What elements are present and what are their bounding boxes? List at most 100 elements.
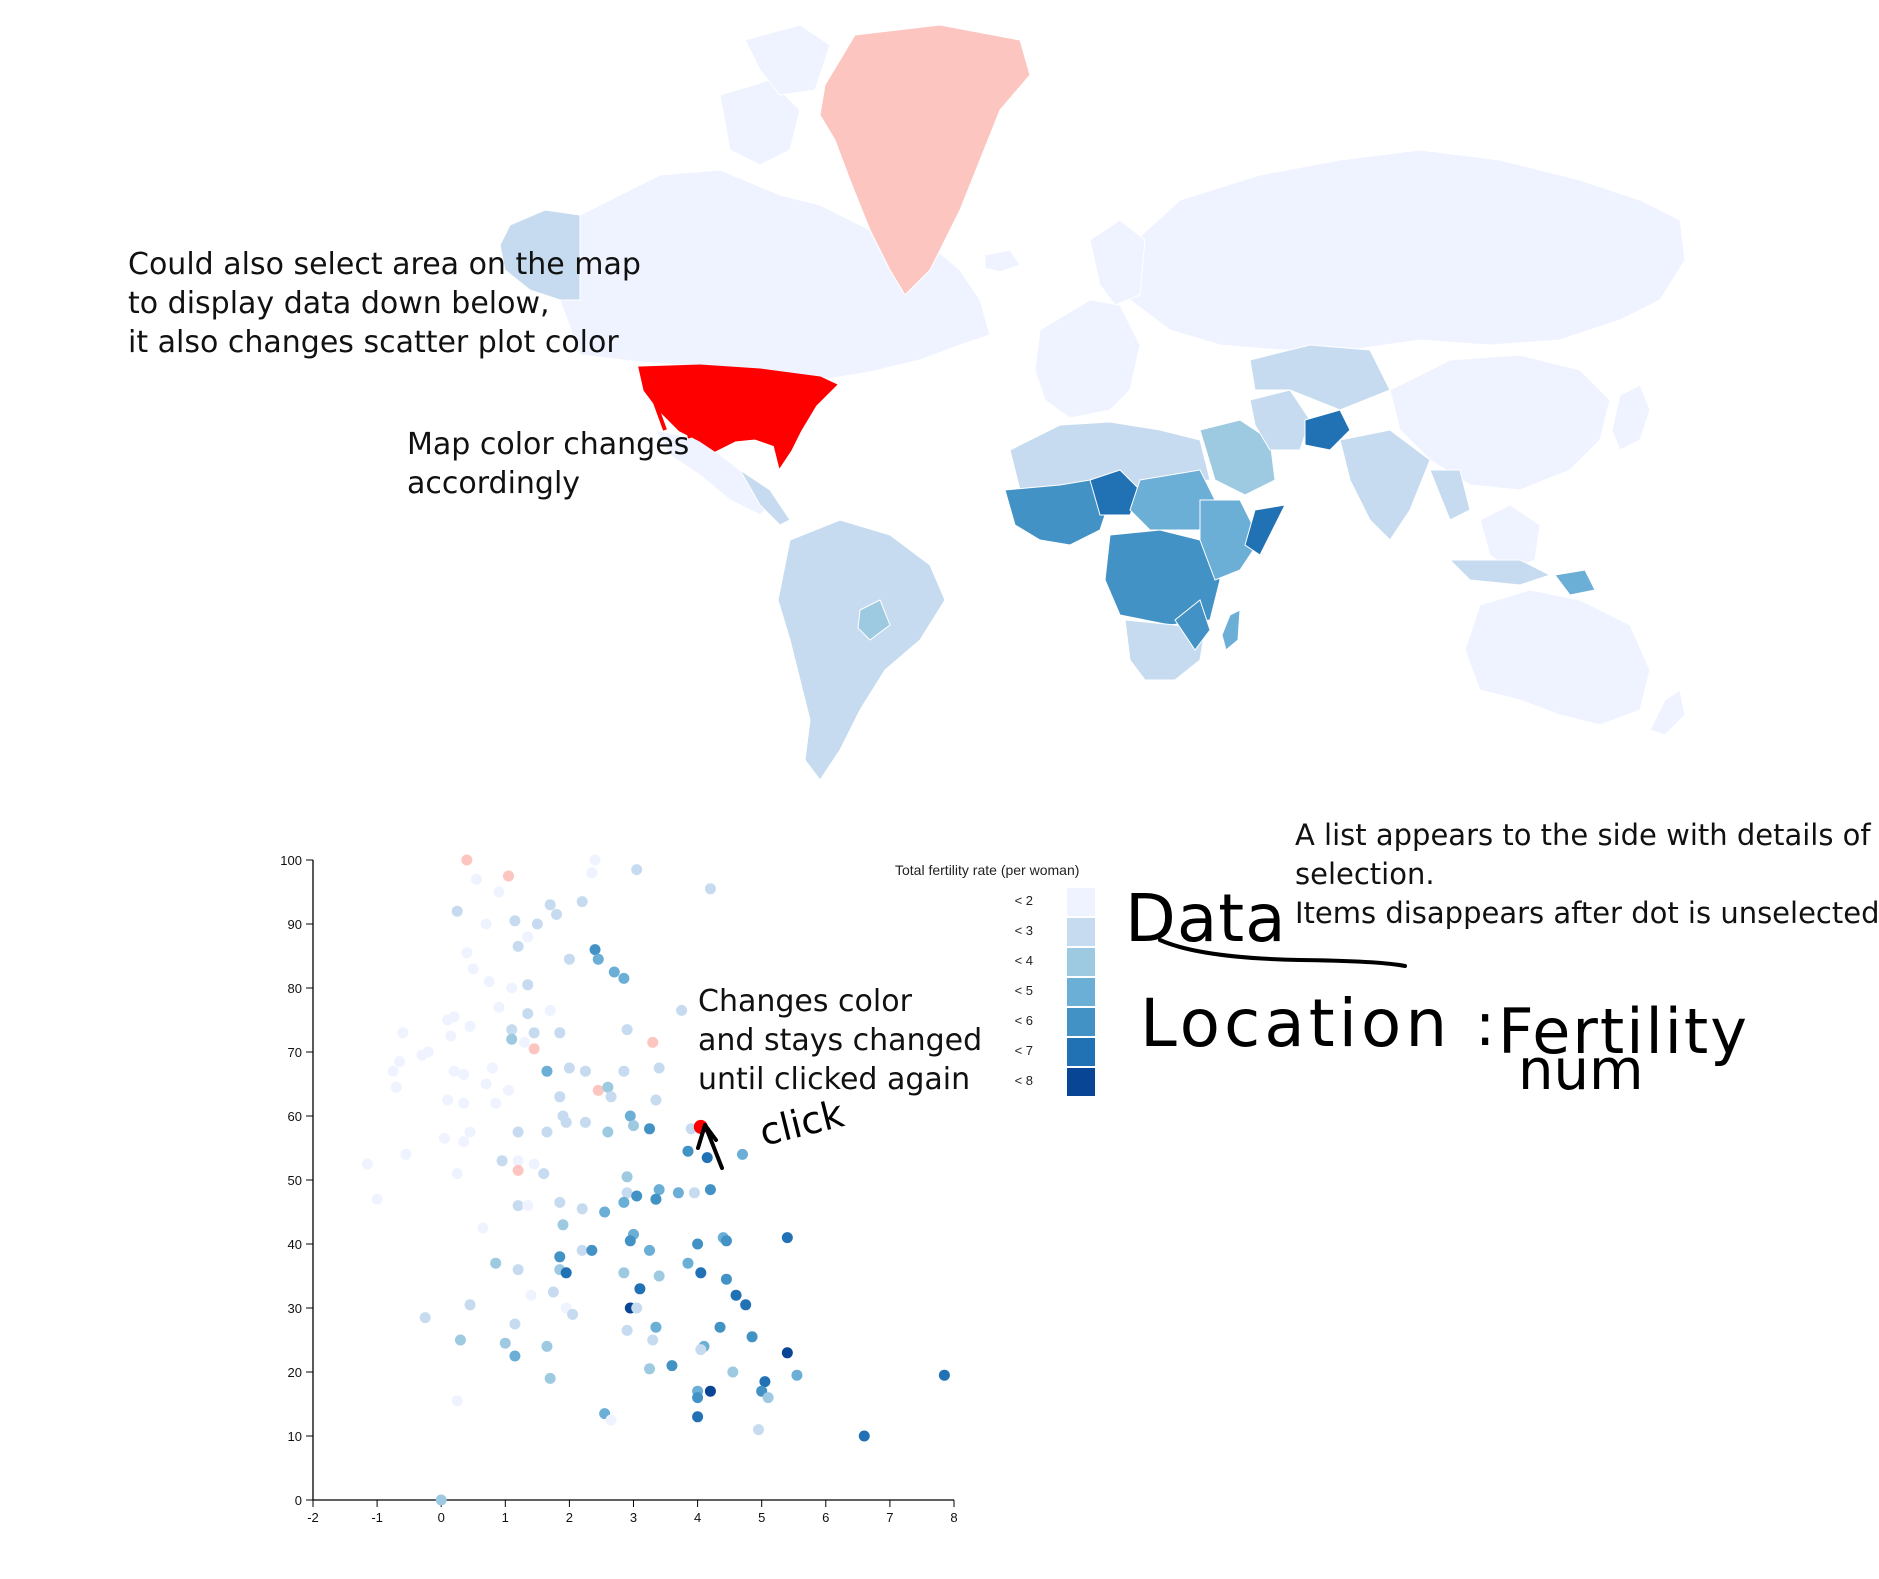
scatter-point[interactable] — [445, 1030, 457, 1042]
scatter-point[interactable] — [519, 1036, 531, 1048]
world-choropleth-map[interactable] — [0, 0, 1879, 790]
scatter-point[interactable] — [554, 1264, 566, 1276]
scatter-point[interactable] — [493, 886, 505, 898]
scatter-point[interactable] — [522, 979, 534, 991]
selected-country-usa[interactable] — [638, 364, 838, 469]
scatter-point[interactable] — [458, 1097, 470, 1109]
scatter-point[interactable] — [464, 1126, 476, 1138]
scatter-point[interactable] — [714, 1321, 726, 1333]
scatter-point[interactable] — [631, 1190, 643, 1202]
scatter-point[interactable] — [448, 1011, 460, 1023]
scatter-point[interactable] — [528, 1043, 540, 1055]
scatter-point[interactable] — [554, 1196, 566, 1208]
scatter-point[interactable] — [720, 1273, 732, 1285]
country-japan[interactable] — [1611, 384, 1651, 451]
scatter-point[interactable] — [560, 1267, 572, 1279]
scatter-point[interactable] — [512, 1200, 524, 1212]
scatter-point[interactable] — [506, 1033, 518, 1045]
country-east-africa[interactable] — [1199, 499, 1261, 581]
scatter-point[interactable] — [493, 1001, 505, 1013]
scatter-point[interactable] — [695, 1344, 707, 1356]
scatter-point[interactable] — [528, 1027, 540, 1039]
scatter-point[interactable] — [361, 1158, 373, 1170]
scatter-point[interactable] — [522, 1008, 534, 1020]
scatter-point[interactable] — [538, 1168, 550, 1180]
scatter-point[interactable] — [605, 1091, 617, 1103]
scatter-point[interactable] — [483, 976, 495, 988]
scatter-point[interactable] — [560, 1302, 572, 1314]
scatter-point[interactable] — [631, 1302, 643, 1314]
scatter-point[interactable] — [567, 1308, 579, 1320]
scatter-point[interactable] — [422, 1046, 434, 1058]
scatter-point[interactable] — [692, 1238, 704, 1250]
scatter-point[interactable] — [499, 1337, 511, 1349]
scatter-point[interactable] — [544, 899, 556, 911]
country-madagascar[interactable] — [1221, 609, 1241, 651]
country-somalia[interactable] — [1244, 504, 1286, 556]
country-west-africa[interactable] — [1004, 479, 1111, 546]
scatter-point[interactable] — [387, 1065, 399, 1077]
scatter-point[interactable] — [599, 1408, 611, 1420]
scatter-point[interactable] — [451, 905, 463, 917]
scatter-point[interactable] — [560, 1116, 572, 1128]
scatter-point[interactable] — [618, 1065, 630, 1077]
scatter-point[interactable] — [717, 1232, 729, 1244]
scatter-point[interactable] — [506, 982, 518, 994]
scatter-point[interactable] — [644, 1123, 656, 1135]
scatter-point[interactable] — [618, 1267, 630, 1279]
scatter-point[interactable] — [480, 1078, 492, 1090]
scatter-point[interactable] — [624, 1235, 636, 1247]
country-greenland[interactable] — [819, 24, 1031, 296]
scatter-point[interactable] — [647, 1334, 659, 1346]
scatter-point[interactable] — [672, 1187, 684, 1199]
scatter-point[interactable] — [557, 1110, 569, 1122]
scatter-point[interactable] — [470, 873, 482, 885]
country-paraguay[interactable] — [857, 599, 891, 641]
scatter-point[interactable] — [682, 1145, 694, 1157]
scatter-point[interactable] — [464, 1020, 476, 1032]
scatter-point[interactable] — [756, 1385, 768, 1397]
scatter-point[interactable] — [602, 1081, 614, 1093]
country-russia[interactable] — [1119, 149, 1686, 351]
scatter-point[interactable] — [544, 1004, 556, 1016]
scatter-point[interactable] — [730, 1289, 742, 1301]
scatter-point[interactable] — [477, 1222, 489, 1234]
country-europe[interactable] — [1034, 299, 1141, 419]
scatter-point[interactable] — [628, 1228, 639, 1240]
scatter-point[interactable] — [554, 1027, 566, 1039]
scatter-point[interactable] — [451, 1168, 463, 1180]
scatter-point[interactable] — [512, 1164, 524, 1176]
scatter-point[interactable] — [541, 1126, 553, 1138]
scatter-point[interactable] — [576, 1203, 588, 1215]
scatter-point[interactable] — [666, 1360, 678, 1372]
scatter-point[interactable] — [454, 1334, 466, 1346]
scatter-point[interactable] — [653, 1062, 665, 1074]
scatter-point[interactable] — [589, 944, 601, 956]
scatter-point[interactable] — [628, 1120, 639, 1132]
country-scandinavia[interactable] — [1089, 219, 1146, 306]
scatter-point[interactable] — [400, 1148, 412, 1160]
country-myanmar-region[interactable] — [1429, 469, 1471, 521]
scatter-point[interactable] — [458, 1068, 470, 1080]
country-central-america[interactable] — [739, 469, 791, 526]
scatter-point[interactable] — [704, 1184, 716, 1196]
scatter-point[interactable] — [563, 1062, 575, 1074]
scatter-point[interactable] — [740, 1299, 752, 1311]
scatter-point[interactable] — [435, 1494, 447, 1506]
scatter-point[interactable] — [522, 1200, 534, 1212]
scatter-point[interactable] — [541, 1065, 553, 1077]
scatter-point[interactable] — [704, 1385, 716, 1397]
scatter-point[interactable] — [634, 1283, 646, 1295]
scatter-point[interactable] — [512, 1126, 524, 1138]
scatter-point[interactable] — [688, 1187, 700, 1199]
scatter-point[interactable] — [586, 1244, 598, 1256]
scatter-point[interactable] — [442, 1014, 454, 1026]
scatter-point[interactable] — [701, 1152, 713, 1164]
country-saudi-arabia[interactable] — [1199, 419, 1276, 496]
scatter-point[interactable] — [438, 1132, 450, 1144]
scatter-point[interactable] — [727, 1366, 739, 1378]
scatter-point[interactable] — [791, 1369, 803, 1381]
scatter-point[interactable] — [531, 918, 543, 930]
scatter-point[interactable] — [602, 1126, 614, 1138]
scatter-point[interactable] — [541, 1340, 553, 1352]
